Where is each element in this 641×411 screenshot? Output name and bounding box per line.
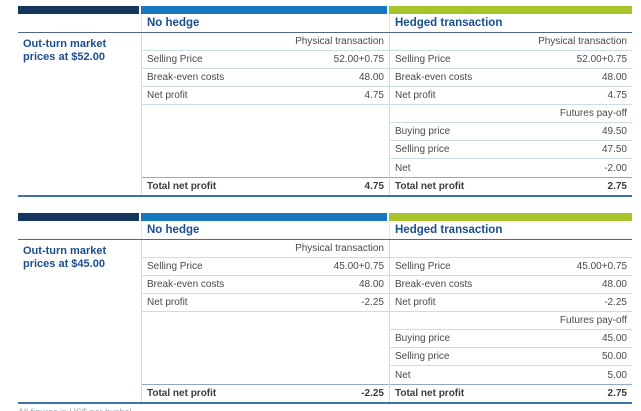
scenario-title: Out-turn market prices at $45.00 — [18, 240, 141, 271]
hedged-header: Hedged transaction — [395, 17, 503, 29]
table-row: Break-even costs 48.00 — [390, 276, 632, 294]
scenario-label-column: Out-turn market prices at $45.00 — [18, 240, 141, 402]
table-row: Selling Price 45.00+0.75 — [142, 258, 389, 276]
scenario-title-line1: Out-turn market — [23, 38, 107, 50]
no-hedge-header-cell: No hedge — [141, 221, 389, 239]
table-row — [142, 105, 389, 123]
table-row — [142, 330, 389, 348]
table-row: Net 5.00 — [395, 369, 627, 381]
hedged-section: Selling Price 45.00+0.75 Break-even costs… — [389, 240, 632, 402]
table-row — [142, 366, 389, 384]
scenario-title-line2: prices at $52.00 — [23, 51, 105, 63]
column-headers: No hedge Hedged transaction — [18, 14, 632, 33]
table-body: Out-turn market prices at $52.00 Physica… — [18, 33, 632, 197]
table-row: Net profit -2.25 — [390, 294, 632, 312]
table-row: Break-even costs 48.00 — [142, 69, 389, 87]
no-hedge-header: No hedge — [147, 224, 200, 236]
total-row: Total net profit -2.25 — [142, 384, 389, 402]
table-row: Selling price 50.00 — [390, 348, 632, 366]
table-row — [390, 240, 632, 258]
table-row: Buying price 49.50 — [390, 123, 632, 141]
scenario-title-line1: Out-turn market — [23, 245, 107, 257]
table-row — [142, 123, 389, 141]
hedged-section: Physical transaction Selling Price 52.00+… — [389, 33, 632, 195]
label-column-header — [18, 14, 141, 32]
table-row: Physical transaction — [142, 33, 389, 51]
no-hedge-header: No hedge — [147, 17, 200, 29]
hedged-bar — [389, 6, 632, 14]
no-hedge-section: Physical transaction Selling Price 52.00+… — [141, 33, 389, 195]
header-color-bars — [18, 6, 632, 14]
scenario-title-line2: prices at $45.00 — [23, 258, 105, 270]
table-row: Net profit 4.75 — [142, 87, 389, 105]
table-row: Buying price 45.00 — [390, 330, 632, 348]
hedged-header: Hedged transaction — [395, 224, 503, 236]
table-row — [142, 348, 389, 366]
table-row — [142, 141, 389, 159]
table-row: Net profit -2.25 — [142, 294, 389, 312]
total-row: Total net profit 2.75 — [390, 177, 632, 195]
table-row: Selling Price 45.00+0.75 — [390, 258, 632, 276]
scenario-table-45: No hedge Hedged transaction Out-turn mar… — [18, 213, 632, 404]
footnote: All figures in US$ per bushel — [18, 407, 641, 411]
table-row: Net -2.00 — [395, 162, 627, 174]
table-row: Physical transaction — [390, 33, 632, 51]
scenario-label-column: Out-turn market prices at $52.00 — [18, 33, 141, 195]
table-row — [142, 312, 389, 330]
hedged-header-cell: Hedged transaction — [389, 221, 632, 239]
total-row: Total net profit 2.75 — [390, 384, 632, 402]
label-column-bar — [18, 213, 139, 221]
hedged-bar — [389, 213, 632, 221]
table-row: Futures pay-off — [390, 105, 632, 123]
table-row: Net profit 4.75 — [390, 87, 632, 105]
table-row: Physical transaction — [142, 240, 389, 258]
table-row: Selling Price 52.00+0.75 — [390, 51, 632, 69]
hedged-header-cell: Hedged transaction — [389, 14, 632, 32]
no-hedge-bar — [141, 6, 387, 14]
table-row: Break-even costs 48.00 — [390, 69, 632, 87]
table-row: Futures pay-off — [390, 312, 632, 330]
column-headers: No hedge Hedged transaction — [18, 221, 632, 240]
header-color-bars — [18, 213, 632, 221]
table-row — [142, 159, 389, 177]
label-column-header — [18, 221, 141, 239]
table-body: Out-turn market prices at $45.00 Physica… — [18, 240, 632, 404]
table-row: Selling Price 52.00+0.75 — [142, 51, 389, 69]
no-hedge-section: Physical transaction Selling Price 45.00+… — [141, 240, 389, 402]
table-row: Break-even costs 48.00 — [142, 276, 389, 294]
scenario-title: Out-turn market prices at $52.00 — [18, 33, 141, 64]
table-row: Selling price 47.50 — [390, 141, 632, 159]
label-column-bar — [18, 6, 139, 14]
total-row: Total net profit 4.75 — [142, 177, 389, 195]
scenario-table-52: No hedge Hedged transaction Out-turn mar… — [18, 6, 632, 197]
no-hedge-bar — [141, 213, 387, 221]
no-hedge-header-cell: No hedge — [141, 14, 389, 32]
